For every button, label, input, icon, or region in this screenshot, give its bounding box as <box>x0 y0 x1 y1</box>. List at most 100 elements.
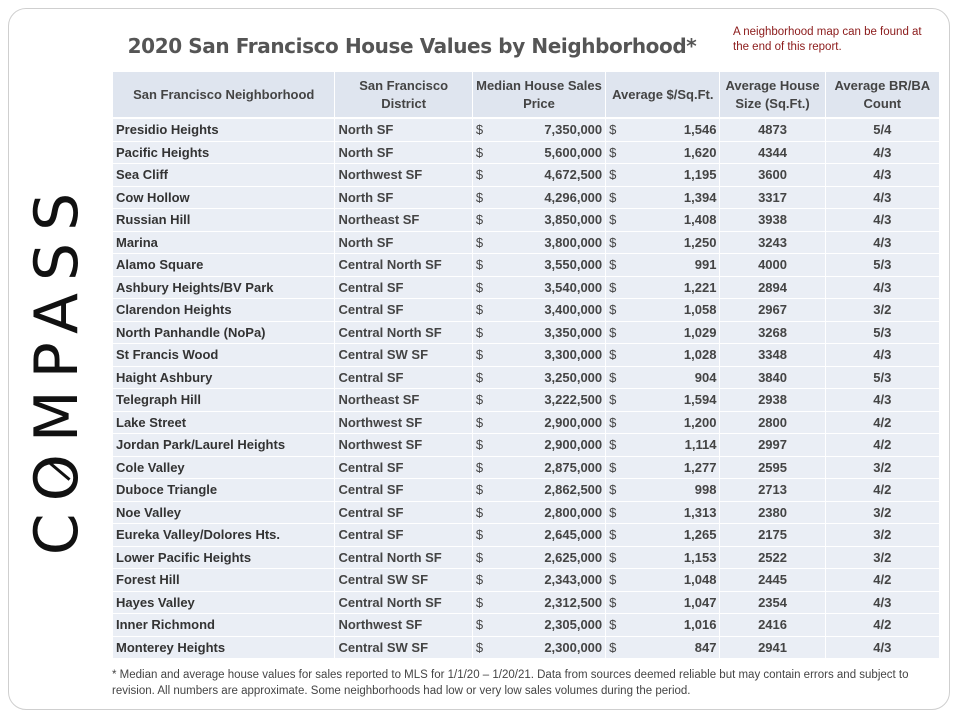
median-price-cell: $5,600,000 <box>472 141 607 164</box>
currency-symbol: $ <box>609 594 617 610</box>
price-per-sqft-cell: $1,408 <box>605 208 721 232</box>
district-cell: Northwest SF <box>334 163 473 187</box>
table-row: Cole Valley Central SF $2,875,000 $1,277 259… <box>113 456 941 479</box>
district-cell: Central North SF <box>334 591 473 614</box>
br-ba-cell: 4/3 <box>825 591 941 614</box>
currency-symbol: $ <box>609 167 617 183</box>
house-size-cell: 3268 <box>719 321 826 344</box>
currency-symbol: $ <box>475 189 484 205</box>
currency-symbol: $ <box>475 347 484 363</box>
cell-value: 2,900,000 <box>544 414 603 430</box>
table-row: Monterey Heights Central SW SF $2,300,000 $… <box>113 636 941 659</box>
table-row: St Francis Wood Central SW SF $3,300,000 $1… <box>113 343 941 367</box>
district-cell: North SF <box>334 118 473 142</box>
neighborhood-cell: Lake Street <box>113 411 336 434</box>
price-per-sqft-cell: $847 <box>605 636 721 659</box>
house-values-table: San Francisco Neighborhood San Francisco … <box>113 72 941 659</box>
district-cell: Northeast SF <box>334 388 473 412</box>
cell-value: 7,350,000 <box>544 122 603 138</box>
price-per-sqft-cell: $991 <box>605 253 721 277</box>
median-price-cell: $2,875,000 <box>472 456 607 479</box>
price-per-sqft-cell: $1,221 <box>605 276 721 299</box>
neighborhood-cell: Pacific Heights <box>113 141 336 164</box>
cell-value: 3,250,000 <box>544 369 603 385</box>
table-row: Forest Hill Central SW SF $2,343,000 $1,048… <box>113 568 941 592</box>
neighborhood-cell: Telegraph Hill <box>113 388 336 412</box>
cell-value: 1,394 <box>683 189 717 205</box>
neighborhood-cell: Haight Ashbury <box>113 366 336 389</box>
br-ba-cell: 4/2 <box>825 613 941 637</box>
price-per-sqft-cell: $1,048 <box>605 568 721 592</box>
district-cell: Central North SF <box>334 546 473 569</box>
cell-value: 4,296,000 <box>544 189 603 205</box>
median-price-cell: $3,300,000 <box>472 343 607 367</box>
cell-value: 998 <box>694 482 717 498</box>
compass-logo: COMPASS <box>22 180 92 556</box>
median-price-cell: $2,800,000 <box>472 501 607 524</box>
house-size-cell: 2997 <box>719 433 826 457</box>
br-ba-cell: 5/4 <box>825 118 941 142</box>
district-cell: Central SW SF <box>334 568 473 592</box>
median-price-cell: $2,862,500 <box>472 478 607 502</box>
median-price-cell: $2,305,000 <box>472 613 607 637</box>
table-row: Sea Cliff Northwest SF $4,672,500 $1,195 360… <box>113 163 941 187</box>
neighborhood-cell: Cow Hollow <box>113 186 336 209</box>
table-row: North Panhandle (NoPa) Central North SF $3… <box>113 321 941 344</box>
district-cell: Northwest SF <box>334 613 473 637</box>
table-row: Telegraph Hill Northeast SF $3,222,500 $1,5… <box>113 388 941 412</box>
price-per-sqft-cell: $998 <box>605 478 721 502</box>
currency-symbol: $ <box>609 122 617 138</box>
district-cell: North SF <box>334 186 473 209</box>
neighborhood-cell: Marina <box>113 231 336 254</box>
table-row: Haight Ashbury Central SF $3,250,000 $904 38… <box>113 366 941 389</box>
cell-value: 1,029 <box>683 324 717 340</box>
district-cell: Central SF <box>334 366 473 389</box>
house-size-cell: 4873 <box>719 118 826 142</box>
cell-value: 1,594 <box>683 392 717 408</box>
cell-value: 1,016 <box>683 617 717 633</box>
cell-value: 847 <box>694 639 717 655</box>
district-cell: North SF <box>334 141 473 164</box>
neighborhood-cell: North Panhandle (NoPa) <box>113 321 336 344</box>
district-cell: Northeast SF <box>334 208 473 232</box>
currency-symbol: $ <box>475 279 484 295</box>
currency-symbol: $ <box>475 639 484 655</box>
br-ba-cell: 4/3 <box>825 343 941 367</box>
district-cell: Central SF <box>334 456 473 479</box>
cell-value: 3,550,000 <box>544 257 603 273</box>
neighborhood-cell: Duboce Triangle <box>113 478 336 502</box>
table-row: Clarendon Heights Central SF $3,400,000 $1,… <box>113 298 941 322</box>
currency-symbol: $ <box>475 594 484 610</box>
house-size-cell: 2416 <box>719 613 826 637</box>
house-size-cell: 2175 <box>719 523 826 547</box>
neighborhood-cell: Russian Hill <box>113 208 336 232</box>
median-price-cell: $7,350,000 <box>472 118 607 142</box>
currency-symbol: $ <box>475 324 484 340</box>
cell-value: 2,625,000 <box>544 549 603 565</box>
house-size-cell: 2522 <box>719 546 826 569</box>
br-ba-cell: 3/2 <box>825 546 941 569</box>
br-ba-cell: 4/3 <box>825 186 941 209</box>
currency-symbol: $ <box>475 122 484 138</box>
currency-symbol: $ <box>475 504 484 520</box>
page-title: 2020 San Francisco House Values by Neigh… <box>127 34 697 58</box>
currency-symbol: $ <box>609 234 617 250</box>
currency-symbol: $ <box>609 639 617 655</box>
cell-value: 1,200 <box>683 414 717 430</box>
table-row: Noe Valley Central SF $2,800,000 $1,313 2380… <box>113 501 941 524</box>
median-price-cell: $2,625,000 <box>472 546 607 569</box>
cell-value: 1,313 <box>683 504 717 520</box>
neighborhood-cell: Inner Richmond <box>113 613 336 637</box>
neighborhood-cell: Ashbury Heights/BV Park <box>113 276 336 299</box>
br-ba-cell: 4/3 <box>825 231 941 254</box>
neighborhood-cell: Lower Pacific Heights <box>113 546 336 569</box>
currency-symbol: $ <box>475 167 484 183</box>
cell-value: 991 <box>694 257 717 273</box>
median-price-cell: $3,222,500 <box>472 388 607 412</box>
cell-value: 2,305,000 <box>544 617 603 633</box>
price-per-sqft-cell: $1,620 <box>605 141 721 164</box>
price-per-sqft-cell: $1,313 <box>605 501 721 524</box>
table-row: Hayes Valley Central North SF $2,312,500 $1… <box>113 591 941 614</box>
currency-symbol: $ <box>609 279 617 295</box>
neighborhood-cell: Sea Cliff <box>113 163 336 187</box>
